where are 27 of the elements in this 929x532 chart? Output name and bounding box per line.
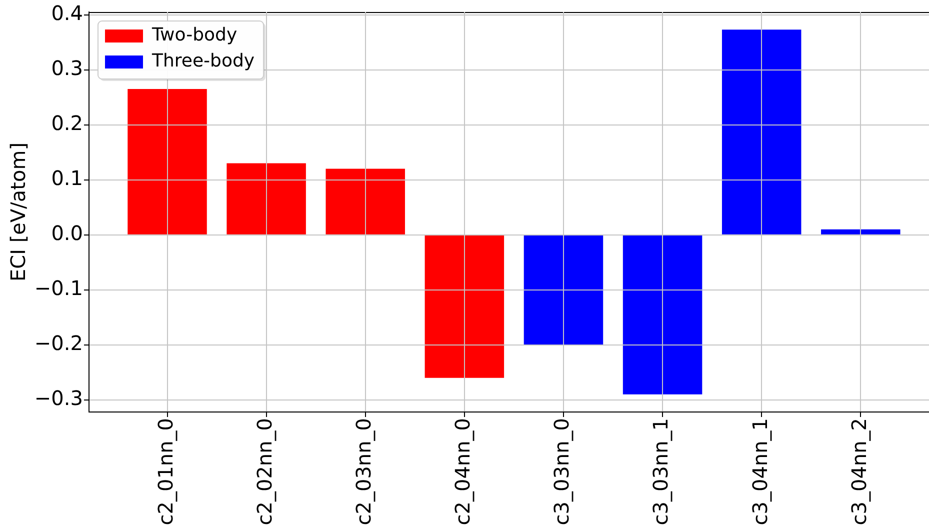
bar	[722, 30, 802, 234]
y-tick-label: 0.2	[51, 110, 83, 135]
y-tick-label: 0.1	[51, 166, 83, 190]
x-tick-label: c3_04nn_2	[846, 418, 871, 526]
x-tick-label: c2_04nn_0	[450, 418, 475, 526]
bar	[226, 163, 306, 234]
y-tick-label: 0.4	[51, 0, 83, 25]
bar	[622, 235, 702, 394]
bar	[326, 168, 405, 234]
bar	[524, 235, 604, 345]
y-axis-title: ECI [eV/atom]	[6, 142, 30, 282]
x-tick-label: c3_03nn_1	[648, 418, 673, 526]
y-tick-label: −0.3	[34, 386, 83, 410]
x-tick-label: c3_04nn_1	[748, 418, 772, 526]
bar	[821, 229, 900, 234]
x-tick-label: c3_03nn_0	[550, 418, 574, 526]
bar	[424, 235, 504, 378]
bar	[128, 89, 207, 234]
legend-label: Two-body	[151, 24, 238, 46]
x-tick-label: c2_03nn_0	[352, 418, 376, 526]
legend-label: Three-body	[151, 50, 255, 72]
y-tick-label: 0.3	[51, 56, 83, 80]
y-tick-label: −0.1	[34, 276, 83, 300]
x-tick-label: c2_02nn_0	[252, 418, 277, 526]
y-tick-label: 0.0	[51, 221, 83, 246]
x-tick-label: c2_01nn_0	[153, 418, 178, 526]
y-tick-label: −0.2	[34, 331, 83, 356]
